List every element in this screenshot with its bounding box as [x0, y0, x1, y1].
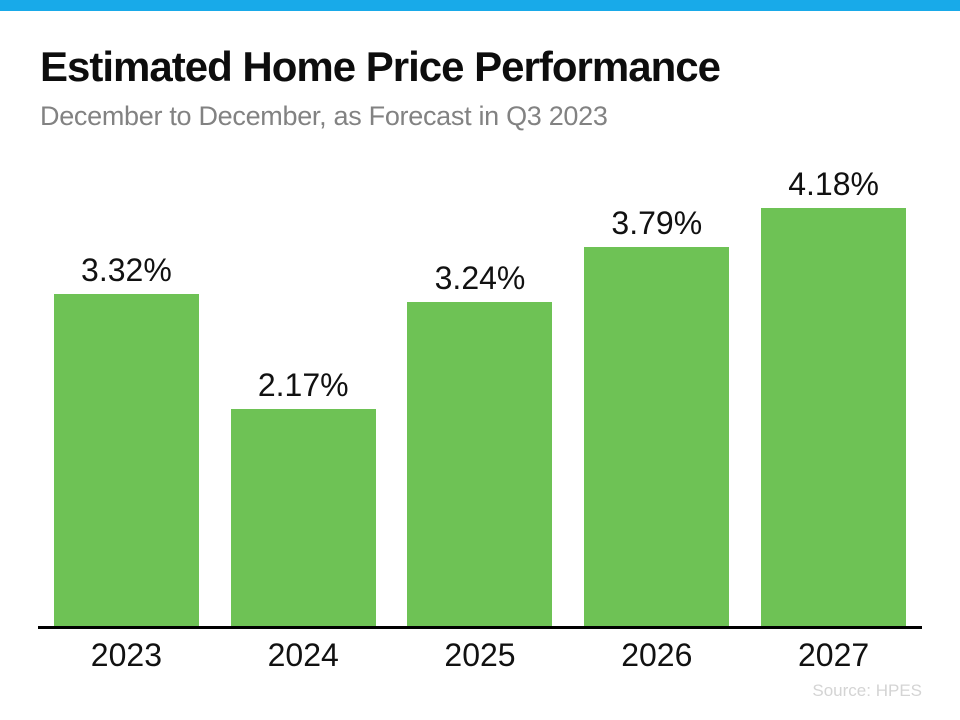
- source-note: Source: HPES: [812, 681, 922, 700]
- bar-group-2025: 3.24%: [392, 0, 569, 626]
- bar-group-2023: 3.32%: [38, 0, 215, 626]
- x-axis-label: 2024: [267, 637, 339, 673]
- bar-group-2027: 4.18%: [745, 0, 922, 626]
- x-axis-labels-row: 2023 2024 2025 2026 2027: [38, 639, 922, 671]
- page-title: Estimated Home Price Performance: [40, 43, 721, 90]
- bar-chart-plot-area: 3.32% 2.17% 3.24% 3.79% 4.18%: [38, 0, 922, 626]
- x-axis-label: 2025: [444, 637, 516, 673]
- x-axis-label: 2026: [621, 637, 693, 673]
- bar-2026: [584, 247, 730, 626]
- bar-2024: [230, 409, 376, 626]
- bar-group-2024: 2.17%: [215, 0, 392, 626]
- bar-value-label: 3.79%: [611, 205, 703, 241]
- x-axis-label: 2027: [797, 637, 870, 673]
- bar-group-2026: 3.79%: [568, 0, 745, 626]
- bar-value-label: 4.18%: [788, 166, 879, 202]
- x-axis-label: 2023: [90, 637, 162, 673]
- bar-2027: [761, 208, 907, 626]
- bar-value-label: 3.24%: [434, 260, 526, 296]
- page-subtitle: December to December, as Forecast in Q3 …: [40, 101, 608, 131]
- bar-2023: [53, 294, 199, 626]
- bar-value-label: 3.32%: [81, 252, 172, 288]
- top-accent-bar: [0, 0, 960, 11]
- bar-2025: [407, 302, 553, 626]
- bar-value-label: 2.17%: [257, 367, 349, 403]
- x-axis-line: [38, 626, 922, 629]
